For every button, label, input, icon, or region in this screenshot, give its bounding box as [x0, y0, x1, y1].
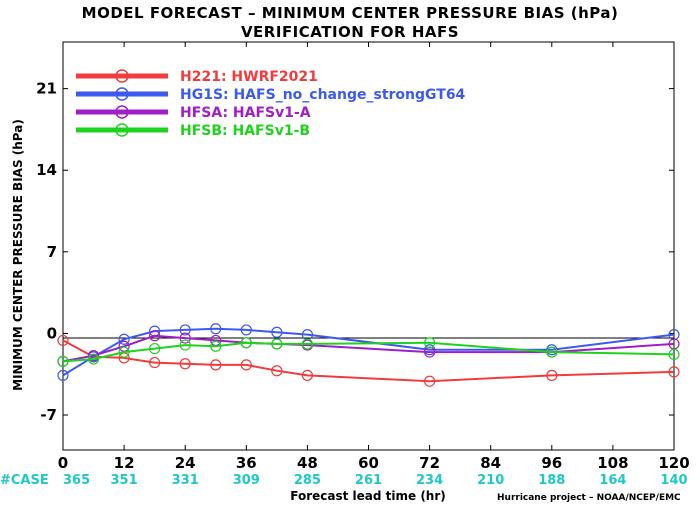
data-point: [210, 359, 222, 371]
data-point: [546, 346, 558, 358]
case-count: 210: [477, 473, 504, 488]
case-count: 261: [355, 473, 382, 488]
series-layer: [57, 323, 680, 387]
data-point: [210, 323, 222, 335]
case-count: 365: [63, 473, 90, 488]
chart-subtitle: VERIFICATION FOR HAFS: [241, 23, 459, 41]
x-tick-label: 84: [480, 454, 501, 472]
data-point: [87, 353, 100, 365]
case-count: 285: [294, 473, 321, 488]
legend-label: HG1S: HAFS_no_change_strongGT64: [180, 87, 466, 103]
y-ticks: 21 14 7 0 -7: [36, 80, 674, 424]
data-point: [118, 333, 130, 345]
legend-marker: [115, 123, 129, 137]
case-count: 351: [111, 473, 138, 488]
data-point: [57, 369, 69, 381]
data-point: [668, 348, 680, 361]
case-count: 309: [233, 473, 260, 488]
x-tick-label: 96: [541, 454, 562, 472]
y-tick-label: 21: [36, 80, 57, 98]
chart-title: MODEL FORECAST – MINIMUM CENTER PRESSURE…: [82, 4, 619, 22]
data-point: [57, 355, 69, 368]
legend: H221: HWRF2021 HG1S: HAFS_no_change_stron…: [76, 69, 466, 139]
x-tick-label: 108: [597, 454, 628, 472]
x-ticks: 0 12 24 36 48 60 72 84 96 108 120: [58, 42, 690, 472]
x-tick-label: 48: [297, 454, 318, 472]
y-tick-label: 0: [47, 324, 57, 342]
legend-marker: [115, 87, 129, 101]
legend-label: HFSB: HAFSv1-B: [180, 123, 310, 139]
data-point: [546, 369, 558, 381]
data-point: [210, 340, 222, 352]
data-point: [179, 324, 191, 336]
x-tick-label: 12: [114, 454, 135, 472]
data-point: [149, 330, 161, 342]
data-point: [271, 326, 283, 338]
case-count: 234: [416, 473, 443, 488]
data-point: [271, 365, 283, 377]
x-axis-label: Forecast lead time (hr): [290, 489, 446, 503]
case-count: 140: [660, 473, 687, 488]
y-tick-label: -7: [40, 406, 57, 424]
legend-label: HFSA: HAFSv1-A: [180, 105, 311, 121]
y-tick-label: 14: [36, 161, 57, 179]
data-point: [179, 358, 191, 370]
x-tick-label: 36: [236, 454, 257, 472]
data-point: [668, 366, 680, 378]
case-counts: #CASE 365 351 331 309 285 261 234 210 188 164 140: [0, 473, 688, 488]
data-point: [271, 338, 283, 350]
data-point: [240, 337, 252, 349]
case-count: 164: [599, 473, 626, 488]
series-line: [62, 327, 675, 377]
data-point: [57, 334, 69, 347]
x-tick-label: 120: [658, 454, 689, 472]
legend-label: H221: HWRF2021: [180, 69, 318, 85]
data-point: [240, 359, 252, 371]
case-label: #CASE: [0, 473, 49, 488]
data-point: [179, 332, 191, 344]
data-point: [149, 342, 161, 355]
case-count: 188: [538, 473, 565, 488]
case-count: 331: [172, 473, 199, 488]
y-axis-label: MINIMUM CENTER PRESSURE BIAS (hPa): [11, 119, 25, 391]
data-point: [424, 337, 436, 349]
x-tick-label: 60: [358, 454, 379, 472]
data-point: [179, 339, 191, 351]
data-point: [668, 328, 680, 341]
credit-text: Hurricane project – NOAA/NCEP/EMC: [497, 493, 681, 503]
y-tick-label: 7: [47, 243, 57, 261]
data-point: [424, 375, 436, 387]
legend-marker: [115, 69, 129, 83]
data-point: [149, 356, 161, 369]
plot-frame: [62, 41, 675, 451]
data-point: [118, 346, 130, 358]
data-point: [87, 349, 100, 362]
data-point: [240, 324, 252, 336]
data-point: [301, 369, 313, 381]
x-tick-label: 24: [175, 454, 196, 472]
x-tick-label: 72: [419, 454, 440, 472]
x-tick-label: 0: [58, 454, 68, 472]
data-point: [301, 338, 313, 350]
data-point: [424, 346, 436, 358]
legend-marker: [115, 105, 129, 119]
